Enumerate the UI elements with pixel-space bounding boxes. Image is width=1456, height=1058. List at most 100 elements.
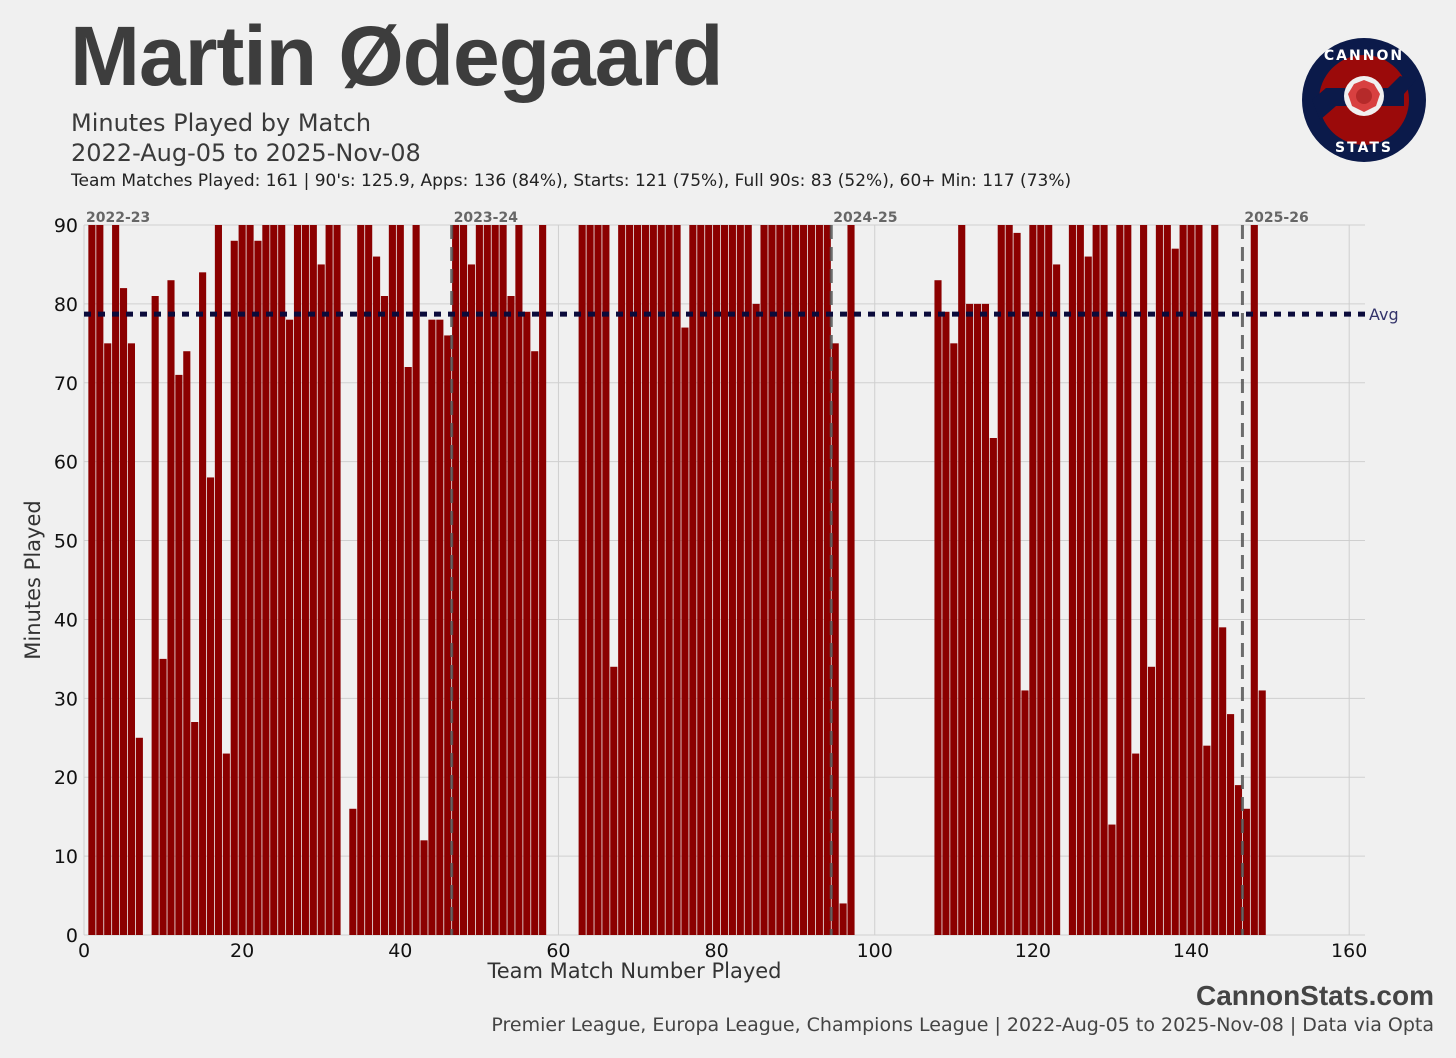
minutes-bar	[792, 225, 800, 935]
minutes-bar	[744, 225, 752, 935]
source-note: Premier League, Europa League, Champions…	[491, 1014, 1434, 1036]
minutes-bar	[1219, 627, 1227, 935]
x-tick-label: 140	[1173, 940, 1209, 962]
minutes-bar	[1013, 232, 1021, 935]
minutes-bar	[1045, 225, 1053, 935]
minutes-bar	[452, 225, 460, 935]
minutes-bar	[238, 225, 246, 935]
minutes-bar	[713, 225, 721, 935]
minutes-bar	[839, 903, 847, 935]
x-tick-label: 100	[857, 940, 893, 962]
minutes-bar	[997, 225, 1005, 935]
y-tick-label: 40	[54, 609, 78, 631]
minutes-bar	[388, 225, 396, 935]
minutes-bar	[293, 225, 302, 935]
minutes-bar	[1053, 264, 1061, 935]
minutes-bar	[594, 225, 602, 935]
minutes-bar	[214, 225, 222, 935]
y-tick-label: 70	[54, 373, 78, 395]
y-tick-label: 0	[66, 925, 78, 947]
minutes-bar	[333, 225, 341, 935]
minutes-bar	[1116, 225, 1124, 935]
minutes-bar	[752, 303, 760, 935]
minutes-bar	[610, 666, 618, 935]
minutes-bar	[396, 225, 404, 935]
season-label: 2022-23	[86, 210, 150, 226]
stats-summary: Team Matches Played: 161 | 90's: 125.9, …	[71, 171, 1072, 191]
minutes-bar	[800, 225, 808, 935]
minutes-bar	[183, 351, 191, 935]
minutes-bar	[254, 240, 262, 935]
minutes-bar	[665, 225, 673, 935]
chart-subtitle: Minutes Played by Match	[71, 109, 372, 137]
minutes-bar	[657, 225, 665, 935]
minutes-bar	[270, 225, 278, 935]
minutes-bar	[420, 840, 428, 935]
minutes-bar	[491, 225, 499, 935]
minutes-bar	[357, 225, 365, 935]
minutes-bar	[539, 225, 547, 935]
minutes-bar	[222, 753, 230, 935]
minutes-bar	[1234, 785, 1243, 935]
minutes-bar	[428, 319, 436, 936]
x-tick-label: 0	[78, 940, 90, 962]
minutes-bar	[1258, 690, 1266, 935]
minutes-bar	[507, 296, 515, 935]
y-tick-label: 60	[54, 452, 78, 474]
minutes-bar	[1021, 690, 1029, 935]
minutes-bar	[88, 225, 96, 935]
minutes-bar	[159, 658, 167, 935]
minutes-bar	[483, 225, 491, 935]
minutes-bar	[1147, 666, 1156, 935]
minutes-bar	[317, 264, 325, 935]
minutes-bar	[1242, 808, 1250, 935]
minutes-bar	[602, 225, 610, 935]
minutes-bar	[633, 225, 642, 935]
season-label: 2023-24	[454, 210, 519, 226]
minutes-bar	[412, 225, 420, 935]
minutes-bar	[831, 343, 839, 935]
minutes-bar	[989, 438, 997, 935]
minutes-bar	[823, 225, 831, 935]
minutes-bar	[1029, 225, 1037, 935]
minutes-bar	[199, 272, 207, 935]
minutes-bar	[736, 225, 744, 935]
minutes-bar	[1108, 824, 1116, 935]
minutes-bar	[807, 225, 816, 935]
minutes-bar	[1250, 225, 1258, 935]
minutes-bar	[175, 374, 183, 935]
minutes-bar	[499, 225, 507, 935]
minutes-bar	[705, 225, 713, 935]
minutes-bar	[167, 280, 175, 935]
y-tick-label: 50	[54, 531, 78, 553]
minutes-bar	[262, 225, 270, 935]
minutes-bar	[950, 343, 958, 935]
y-tick-label: 80	[54, 294, 78, 316]
minutes-bar	[586, 225, 594, 935]
average-label: Avg	[1369, 305, 1399, 324]
minutes-bar	[934, 280, 942, 935]
minutes-bar	[847, 225, 855, 935]
minutes-bar	[768, 225, 776, 935]
minutes-bar	[1084, 256, 1092, 935]
x-tick-label: 120	[1015, 940, 1051, 962]
y-tick-label: 10	[54, 846, 78, 868]
page-title: Martin Ødegaard	[70, 9, 723, 103]
minutes-bar	[641, 225, 649, 935]
y-axis-title: Minutes Played	[21, 500, 45, 659]
minutes-bar	[760, 225, 768, 935]
minutes-bar	[618, 225, 626, 935]
minutes-bar	[1171, 248, 1179, 935]
minutes-bar	[1211, 225, 1219, 935]
minutes-bar	[436, 319, 444, 936]
minutes-bar	[380, 296, 389, 935]
minutes-bar	[206, 477, 215, 935]
minutes-bar	[720, 225, 729, 935]
minutes-bar	[1068, 225, 1076, 935]
y-tick-label: 20	[54, 767, 78, 789]
x-tick-label: 40	[388, 940, 412, 962]
logo-bottom-text: STATS	[1335, 140, 1393, 156]
minutes-bar	[673, 225, 681, 935]
minutes-bar	[1155, 225, 1163, 935]
minutes-bar	[1124, 225, 1132, 935]
